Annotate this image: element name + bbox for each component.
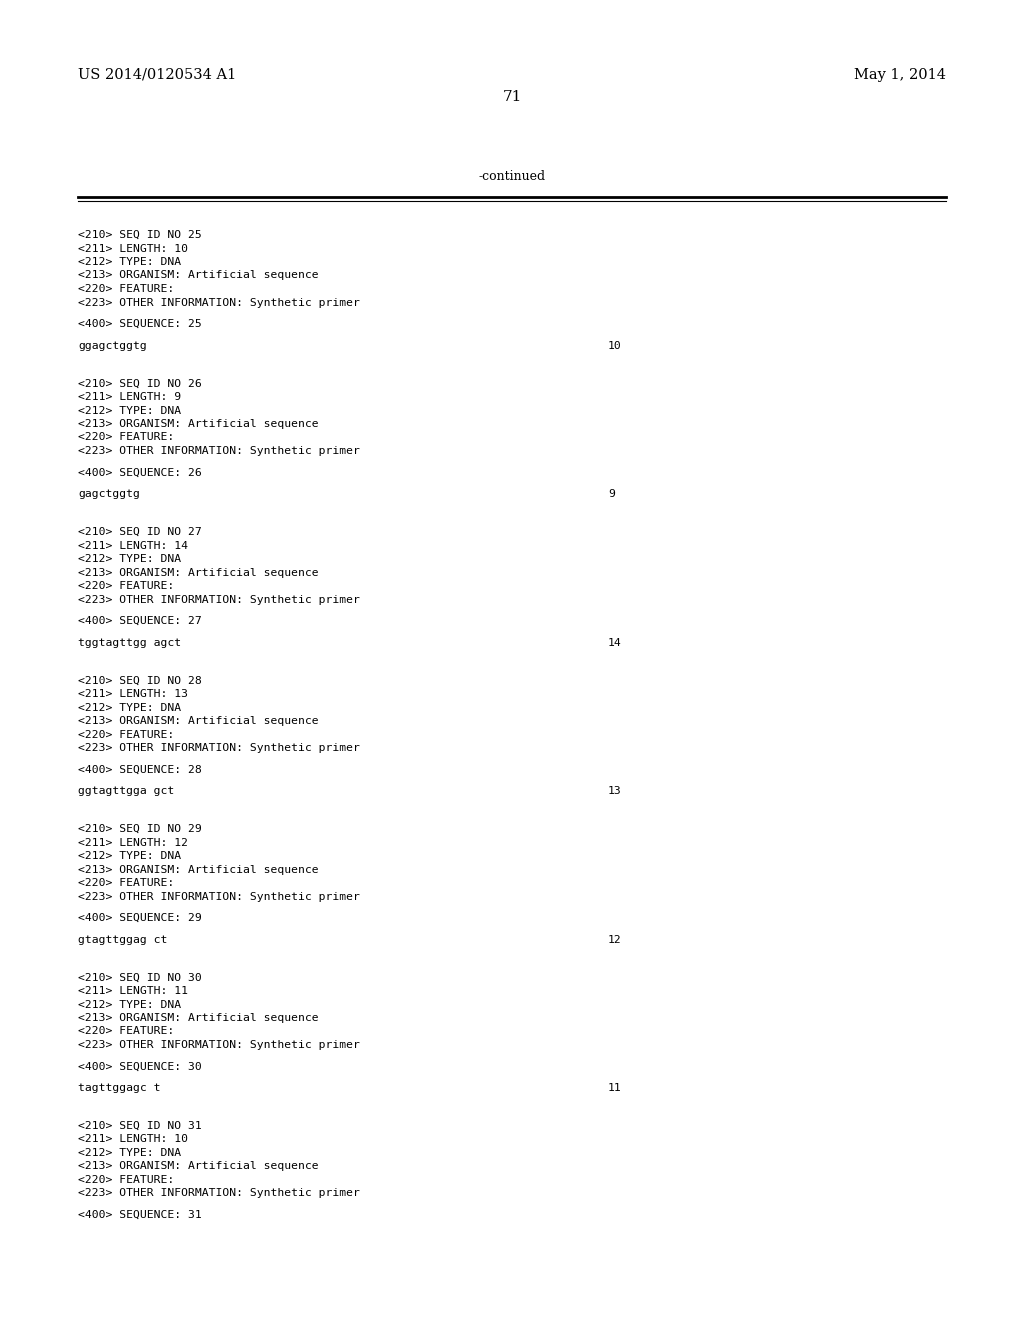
Text: <211> LENGTH: 10: <211> LENGTH: 10	[78, 243, 188, 253]
Text: ggagctggtg: ggagctggtg	[78, 341, 146, 351]
Text: <400> SEQUENCE: 27: <400> SEQUENCE: 27	[78, 616, 202, 626]
Text: <213> ORGANISM: Artificial sequence: <213> ORGANISM: Artificial sequence	[78, 715, 318, 726]
Text: <400> SEQUENCE: 25: <400> SEQUENCE: 25	[78, 319, 202, 329]
Text: <400> SEQUENCE: 26: <400> SEQUENCE: 26	[78, 467, 202, 478]
Text: <210> SEQ ID NO 29: <210> SEQ ID NO 29	[78, 824, 202, 834]
Text: <211> LENGTH: 13: <211> LENGTH: 13	[78, 689, 188, 700]
Text: tagttggagc t: tagttggagc t	[78, 1084, 161, 1093]
Text: May 1, 2014: May 1, 2014	[854, 69, 946, 82]
Text: -continued: -continued	[478, 170, 546, 183]
Text: <220> FEATURE:: <220> FEATURE:	[78, 433, 174, 442]
Text: <400> SEQUENCE: 29: <400> SEQUENCE: 29	[78, 913, 202, 923]
Text: <211> LENGTH: 11: <211> LENGTH: 11	[78, 986, 188, 997]
Text: <213> ORGANISM: Artificial sequence: <213> ORGANISM: Artificial sequence	[78, 865, 318, 875]
Text: <223> OTHER INFORMATION: Synthetic primer: <223> OTHER INFORMATION: Synthetic prime…	[78, 297, 359, 308]
Text: <210> SEQ ID NO 25: <210> SEQ ID NO 25	[78, 230, 202, 240]
Text: <212> TYPE: DNA: <212> TYPE: DNA	[78, 999, 181, 1010]
Text: <213> ORGANISM: Artificial sequence: <213> ORGANISM: Artificial sequence	[78, 1012, 318, 1023]
Text: <400> SEQUENCE: 30: <400> SEQUENCE: 30	[78, 1061, 202, 1072]
Text: <223> OTHER INFORMATION: Synthetic primer: <223> OTHER INFORMATION: Synthetic prime…	[78, 743, 359, 752]
Text: <223> OTHER INFORMATION: Synthetic primer: <223> OTHER INFORMATION: Synthetic prime…	[78, 446, 359, 455]
Text: <212> TYPE: DNA: <212> TYPE: DNA	[78, 257, 181, 267]
Text: <213> ORGANISM: Artificial sequence: <213> ORGANISM: Artificial sequence	[78, 271, 318, 281]
Text: <211> LENGTH: 9: <211> LENGTH: 9	[78, 392, 181, 403]
Text: <212> TYPE: DNA: <212> TYPE: DNA	[78, 405, 181, 416]
Text: <210> SEQ ID NO 28: <210> SEQ ID NO 28	[78, 676, 202, 685]
Text: 71: 71	[503, 90, 521, 104]
Text: <212> TYPE: DNA: <212> TYPE: DNA	[78, 554, 181, 564]
Text: <210> SEQ ID NO 31: <210> SEQ ID NO 31	[78, 1121, 202, 1131]
Text: <220> FEATURE:: <220> FEATURE:	[78, 581, 174, 591]
Text: <210> SEQ ID NO 30: <210> SEQ ID NO 30	[78, 973, 202, 982]
Text: <220> FEATURE:: <220> FEATURE:	[78, 878, 174, 888]
Text: <223> OTHER INFORMATION: Synthetic primer: <223> OTHER INFORMATION: Synthetic prime…	[78, 891, 359, 902]
Text: tggtagttgg agct: tggtagttgg agct	[78, 638, 181, 648]
Text: <220> FEATURE:: <220> FEATURE:	[78, 1175, 174, 1185]
Text: <212> TYPE: DNA: <212> TYPE: DNA	[78, 702, 181, 713]
Text: <211> LENGTH: 12: <211> LENGTH: 12	[78, 837, 188, 847]
Text: gtagttggag ct: gtagttggag ct	[78, 935, 167, 945]
Text: <210> SEQ ID NO 26: <210> SEQ ID NO 26	[78, 379, 202, 388]
Text: ggtagttgga gct: ggtagttgga gct	[78, 787, 174, 796]
Text: <220> FEATURE:: <220> FEATURE:	[78, 1027, 174, 1036]
Text: <223> OTHER INFORMATION: Synthetic primer: <223> OTHER INFORMATION: Synthetic prime…	[78, 1188, 359, 1199]
Text: 11: 11	[608, 1084, 622, 1093]
Text: 13: 13	[608, 787, 622, 796]
Text: <211> LENGTH: 14: <211> LENGTH: 14	[78, 540, 188, 550]
Text: <211> LENGTH: 10: <211> LENGTH: 10	[78, 1134, 188, 1144]
Text: <210> SEQ ID NO 27: <210> SEQ ID NO 27	[78, 527, 202, 537]
Text: <220> FEATURE:: <220> FEATURE:	[78, 284, 174, 294]
Text: <400> SEQUENCE: 28: <400> SEQUENCE: 28	[78, 764, 202, 775]
Text: <213> ORGANISM: Artificial sequence: <213> ORGANISM: Artificial sequence	[78, 568, 318, 578]
Text: <220> FEATURE:: <220> FEATURE:	[78, 730, 174, 739]
Text: <212> TYPE: DNA: <212> TYPE: DNA	[78, 1148, 181, 1158]
Text: <213> ORGANISM: Artificial sequence: <213> ORGANISM: Artificial sequence	[78, 418, 318, 429]
Text: 14: 14	[608, 638, 622, 648]
Text: <400> SEQUENCE: 31: <400> SEQUENCE: 31	[78, 1210, 202, 1220]
Text: US 2014/0120534 A1: US 2014/0120534 A1	[78, 69, 237, 82]
Text: <223> OTHER INFORMATION: Synthetic primer: <223> OTHER INFORMATION: Synthetic prime…	[78, 594, 359, 605]
Text: gagctggtg: gagctggtg	[78, 490, 140, 499]
Text: <212> TYPE: DNA: <212> TYPE: DNA	[78, 851, 181, 861]
Text: 12: 12	[608, 935, 622, 945]
Text: 9: 9	[608, 490, 614, 499]
Text: 10: 10	[608, 341, 622, 351]
Text: <213> ORGANISM: Artificial sequence: <213> ORGANISM: Artificial sequence	[78, 1162, 318, 1171]
Text: <223> OTHER INFORMATION: Synthetic primer: <223> OTHER INFORMATION: Synthetic prime…	[78, 1040, 359, 1049]
